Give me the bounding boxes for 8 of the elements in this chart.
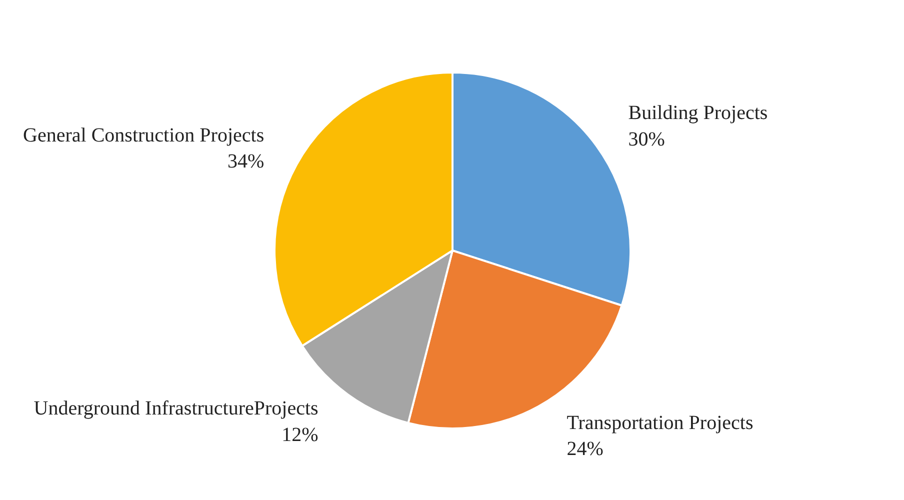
data-label: 12%: [282, 424, 318, 446]
slice-label: General Construction Projects: [23, 124, 264, 146]
slice-label: Transportation Projects: [566, 412, 754, 434]
data-label: 30%: [628, 128, 665, 150]
data-label: 24%: [566, 438, 604, 460]
slice-label: Underground InfrastructureProjects: [34, 398, 319, 420]
slice-label: Building Projects: [628, 102, 768, 124]
data-label: 34%: [227, 150, 264, 173]
